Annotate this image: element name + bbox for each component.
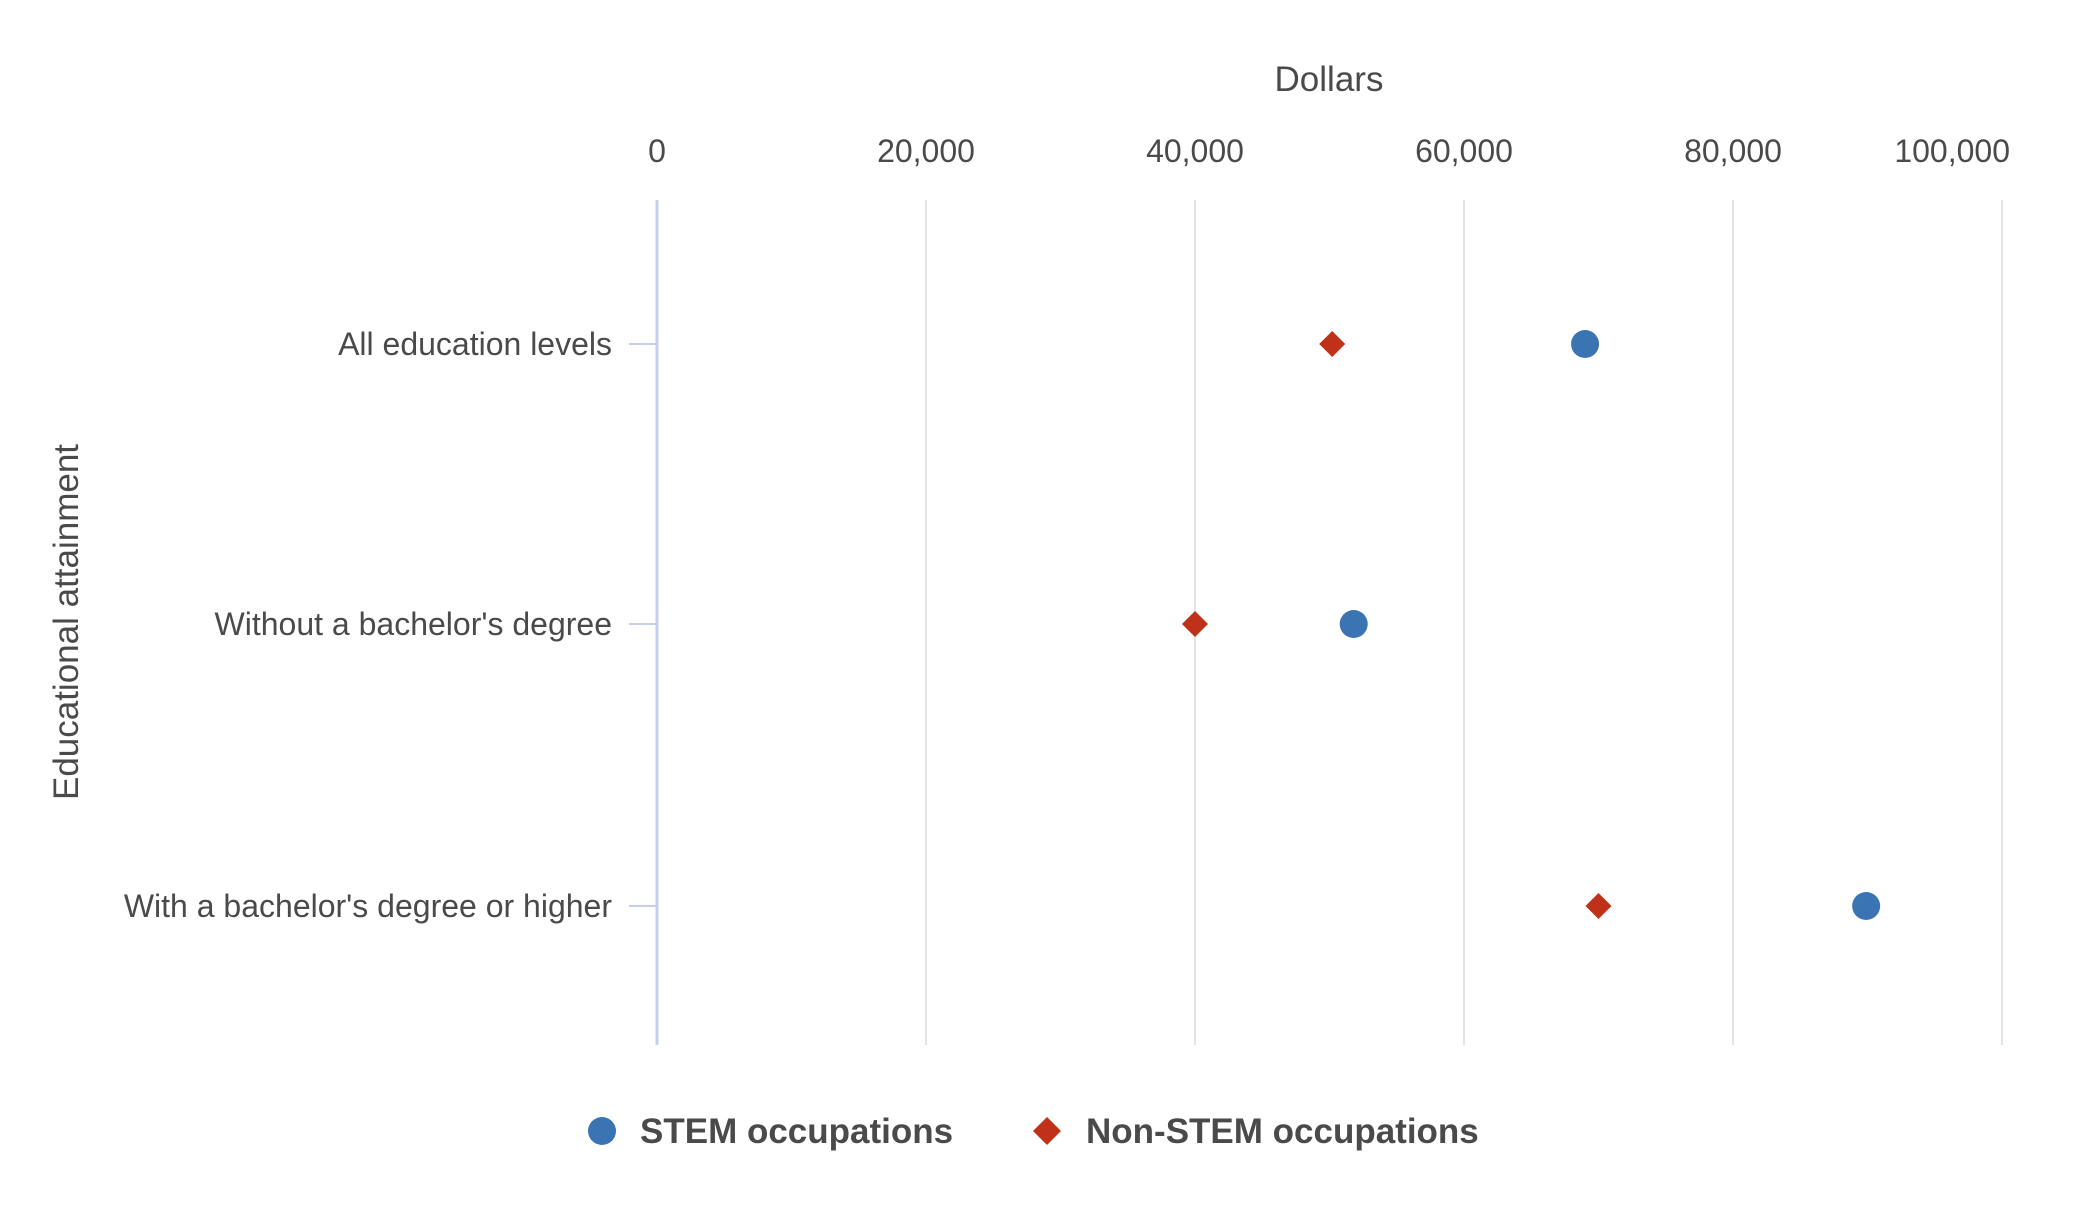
x-tick-label: 100,000 <box>1894 133 2010 169</box>
legend: STEM occupations Non-STEM occupations <box>588 1112 1479 1151</box>
data-points <box>1182 330 1881 920</box>
x-tick-labels: 0 20,000 40,000 60,000 80,000 100,000 <box>648 133 2010 169</box>
point-non-stem <box>1182 611 1208 637</box>
grid-lines <box>655 200 2003 1045</box>
point-stem <box>1571 330 1600 358</box>
point-stem <box>1852 892 1881 920</box>
y-axis-title: Educational attainment <box>47 444 86 800</box>
legend-marker-stem <box>588 1117 616 1145</box>
x-tick-label: 80,000 <box>1684 133 1782 169</box>
x-tick-label: 0 <box>648 133 666 169</box>
x-tick-label: 40,000 <box>1146 133 1244 169</box>
category-label: With a bachelor's degree or higher <box>124 888 613 924</box>
point-stem <box>1339 610 1368 638</box>
category-labels: All education levels Without a bachelor's… <box>124 326 657 924</box>
point-non-stem <box>1585 893 1612 919</box>
category-label: All education levels <box>338 326 612 362</box>
legend-label-stem: STEM occupations <box>640 1112 953 1151</box>
legend-marker-non-stem <box>1033 1117 1061 1145</box>
point-non-stem <box>1319 331 1346 357</box>
category-label: Without a bachelor's degree <box>215 606 612 642</box>
legend-label-non-stem: Non-STEM occupations <box>1086 1112 1479 1151</box>
x-tick-label: 20,000 <box>877 133 975 169</box>
x-tick-label: 60,000 <box>1415 133 1513 169</box>
x-axis-title: Dollars <box>1275 60 1384 99</box>
